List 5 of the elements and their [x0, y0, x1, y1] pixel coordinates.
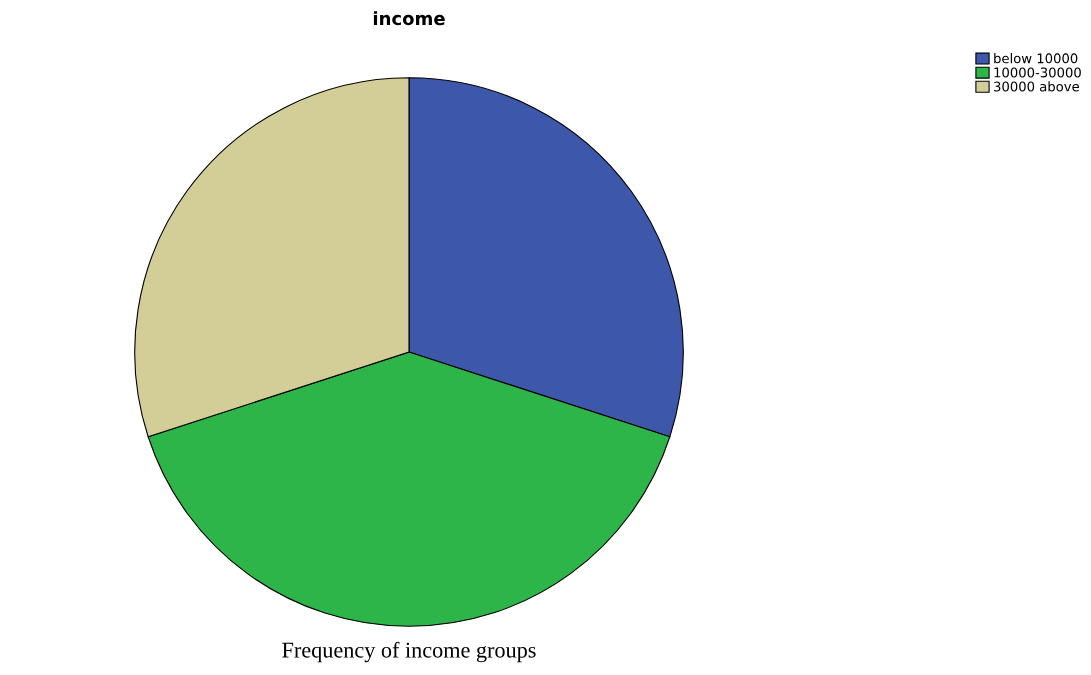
legend-label: below 10000 — [994, 53, 1078, 64]
legend-label: 10000-30000 — [994, 67, 1081, 78]
legend-label: 30000 above — [994, 81, 1079, 92]
chart-title: income — [373, 11, 445, 26]
text: Frequency of income groups — [282, 641, 536, 663]
